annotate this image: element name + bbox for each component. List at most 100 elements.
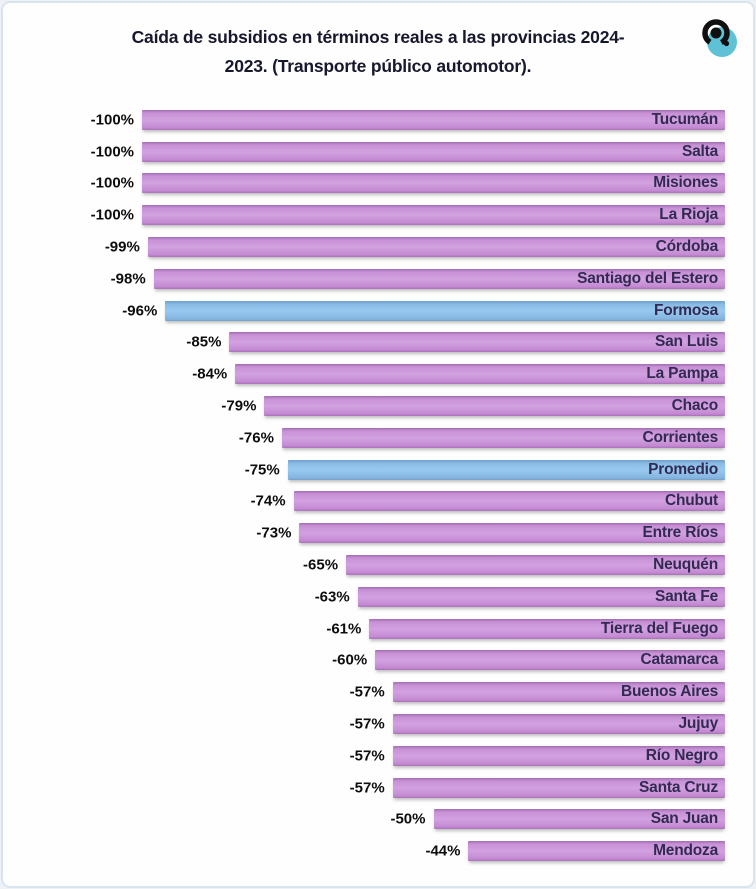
bar-value-label: -75% (244, 461, 280, 479)
bar-category-label: Misiones (653, 174, 718, 192)
bar-category-label: Chaco (671, 397, 719, 415)
bar: Santiago del Estero (153, 268, 725, 289)
bar: Santa Fe (357, 586, 725, 607)
bar: Corrientes (281, 427, 725, 448)
bar-value-label: -57% (349, 683, 385, 701)
bar-category-label: Formosa (653, 301, 718, 319)
bar: Río Negro (392, 745, 725, 766)
bar-row: -79% Chaco (3, 390, 753, 422)
bar-value-label: -57% (349, 779, 385, 797)
bar: Misiones (142, 173, 725, 194)
bar: La Pampa (235, 364, 725, 385)
bar-row: -99% Córdoba (3, 231, 753, 263)
bar-value-label: -79% (221, 397, 257, 415)
bar-value-label: -100% (90, 206, 134, 224)
bar-row: -85% San Luis (3, 327, 753, 359)
bar-category-label: Tierra del Fuego (600, 619, 718, 637)
bar-row: -98% Santiago del Estero (3, 263, 753, 295)
bar-value-label: -85% (186, 333, 222, 351)
bar-row: -57% Jujuy (3, 708, 753, 740)
bar-row: -57% Santa Cruz (3, 772, 753, 804)
bar-value-label: -74% (250, 492, 286, 510)
bar-value-label: -76% (238, 429, 274, 447)
bar: Tucumán (142, 109, 725, 130)
bar-row: -44% Mendoza (3, 835, 753, 867)
bar: San Luis (229, 332, 725, 353)
bar-row: -100% Salta (3, 136, 753, 168)
bar-category-label: Neuquén (653, 556, 718, 574)
bar-row: -76% Corrientes (3, 422, 753, 454)
bar-category-label: Corrientes (642, 428, 718, 446)
bar-row: -84% La Pampa (3, 358, 753, 390)
bar: La Rioja (142, 205, 725, 226)
bar-row: -100% Tucumán (3, 104, 753, 136)
bar-value-label: -44% (425, 842, 461, 860)
chart-title: Caída de subsidios en términos reales a … (58, 23, 698, 81)
bar-category-label: La Pampa (646, 365, 718, 383)
bar-category-label: Buenos Aires (621, 683, 718, 701)
bar-value-label: -100% (90, 174, 134, 192)
bar-row: -75% Promedio (3, 454, 753, 486)
bar-row: -61% Tierra del Fuego (3, 613, 753, 645)
bar: Salta (142, 141, 725, 162)
bar-row: -100% Misiones (3, 168, 753, 200)
bar-category-label: Chubut (664, 492, 718, 510)
bar: Chubut (293, 491, 725, 512)
bar: San Juan (433, 809, 725, 830)
bar-category-label: Córdoba (655, 238, 719, 256)
bar-value-label: -73% (256, 524, 292, 542)
bar-value-label: -61% (326, 620, 362, 638)
bar-category-label: Catamarca (640, 651, 719, 669)
bar-value-label: -57% (349, 747, 385, 765)
bar-value-label: -100% (90, 111, 134, 129)
bar-row: -100% La Rioja (3, 199, 753, 231)
bar: Córdoba (147, 237, 725, 258)
highlight-bar: Formosa (165, 300, 725, 321)
bar: Buenos Aires (392, 682, 725, 703)
bar-row: -63% Santa Fe (3, 581, 753, 613)
bar-value-label: -98% (110, 270, 146, 288)
bar-row: -57% Río Negro (3, 740, 753, 772)
bar-value-label: -57% (349, 715, 385, 733)
bar-row: -73% Entre Ríos (3, 517, 753, 549)
bar-category-label: San Luis (655, 333, 718, 351)
bar-value-label: -63% (314, 588, 350, 606)
bar: Mendoza (468, 841, 725, 862)
bar-row: -74% Chubut (3, 486, 753, 518)
bar-value-label: -100% (90, 143, 134, 161)
bar: Chaco (264, 396, 725, 417)
bar-category-label: Jujuy (678, 715, 719, 733)
bar: Jujuy (392, 714, 725, 735)
bar-category-label: La Rioja (659, 206, 718, 224)
highlight-bar: Promedio (287, 459, 725, 480)
bar-category-label: Mendoza (653, 842, 718, 860)
bar: Neuquén (346, 555, 725, 576)
bar-category-label: Santa Cruz (639, 778, 718, 796)
bar-row: -50% San Juan (3, 804, 753, 836)
bar-value-label: -84% (192, 365, 228, 383)
bar-value-label: -96% (122, 302, 158, 320)
bar-category-label: Río Negro (645, 746, 718, 764)
bar-value-label: -60% (332, 651, 368, 669)
bar: Santa Cruz (392, 777, 725, 798)
bar-category-label: Salta (681, 142, 718, 160)
bar-category-label: Tucumán (651, 110, 719, 128)
bar-row: -57% Buenos Aires (3, 676, 753, 708)
bar: Entre Ríos (299, 523, 725, 544)
brand-logo-icon (698, 16, 740, 58)
bar-category-label: San Juan (650, 810, 719, 828)
bar: Catamarca (375, 650, 725, 671)
bar-category-label: Santiago del Estero (577, 269, 718, 287)
chart-title-line-1: Caída de subsidios en términos reales a … (131, 27, 625, 47)
bar-category-label: Entre Ríos (642, 524, 718, 542)
chart-title-line-2: 2023. (Transporte público automotor). (224, 56, 532, 76)
bar-value-label: -99% (104, 238, 140, 256)
bar-category-label: Promedio (648, 460, 718, 478)
bar-chart: -100% Tucumán -100% Salta -100% Misiones -100%… (3, 104, 753, 867)
bar-category-label: Santa Fe (654, 587, 718, 605)
bar-value-label: -50% (390, 810, 426, 828)
bar-row: -96% Formosa (3, 295, 753, 327)
bar-row: -60% Catamarca (3, 645, 753, 677)
bar-value-label: -65% (303, 556, 339, 574)
